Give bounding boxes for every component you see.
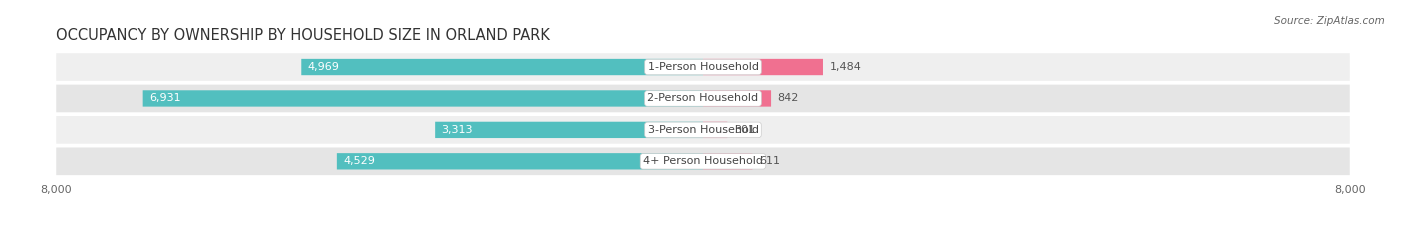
Text: 1-Person Household: 1-Person Household bbox=[648, 62, 758, 72]
Text: 1,484: 1,484 bbox=[830, 62, 862, 72]
Text: 611: 611 bbox=[759, 156, 780, 166]
Text: 2-Person Household: 2-Person Household bbox=[647, 93, 759, 103]
FancyBboxPatch shape bbox=[301, 59, 703, 75]
FancyBboxPatch shape bbox=[56, 85, 1350, 112]
Legend: Owner-occupied, Renter-occupied: Owner-occupied, Renter-occupied bbox=[589, 231, 817, 233]
Text: Source: ZipAtlas.com: Source: ZipAtlas.com bbox=[1274, 16, 1385, 26]
Text: OCCUPANCY BY OWNERSHIP BY HOUSEHOLD SIZE IN ORLAND PARK: OCCUPANCY BY OWNERSHIP BY HOUSEHOLD SIZE… bbox=[56, 28, 550, 44]
Text: 6,931: 6,931 bbox=[149, 93, 181, 103]
Text: 4,529: 4,529 bbox=[343, 156, 375, 166]
Text: 3,313: 3,313 bbox=[441, 125, 474, 135]
FancyBboxPatch shape bbox=[56, 116, 1350, 144]
FancyBboxPatch shape bbox=[703, 153, 752, 169]
FancyBboxPatch shape bbox=[56, 53, 1350, 81]
FancyBboxPatch shape bbox=[703, 122, 727, 138]
Text: 4,969: 4,969 bbox=[308, 62, 340, 72]
FancyBboxPatch shape bbox=[142, 90, 703, 107]
Text: 301: 301 bbox=[734, 125, 755, 135]
FancyBboxPatch shape bbox=[56, 147, 1350, 175]
Text: 4+ Person Household: 4+ Person Household bbox=[643, 156, 763, 166]
Text: 842: 842 bbox=[778, 93, 799, 103]
Text: 3-Person Household: 3-Person Household bbox=[648, 125, 758, 135]
FancyBboxPatch shape bbox=[703, 90, 770, 107]
FancyBboxPatch shape bbox=[337, 153, 703, 169]
FancyBboxPatch shape bbox=[703, 59, 823, 75]
FancyBboxPatch shape bbox=[436, 122, 703, 138]
